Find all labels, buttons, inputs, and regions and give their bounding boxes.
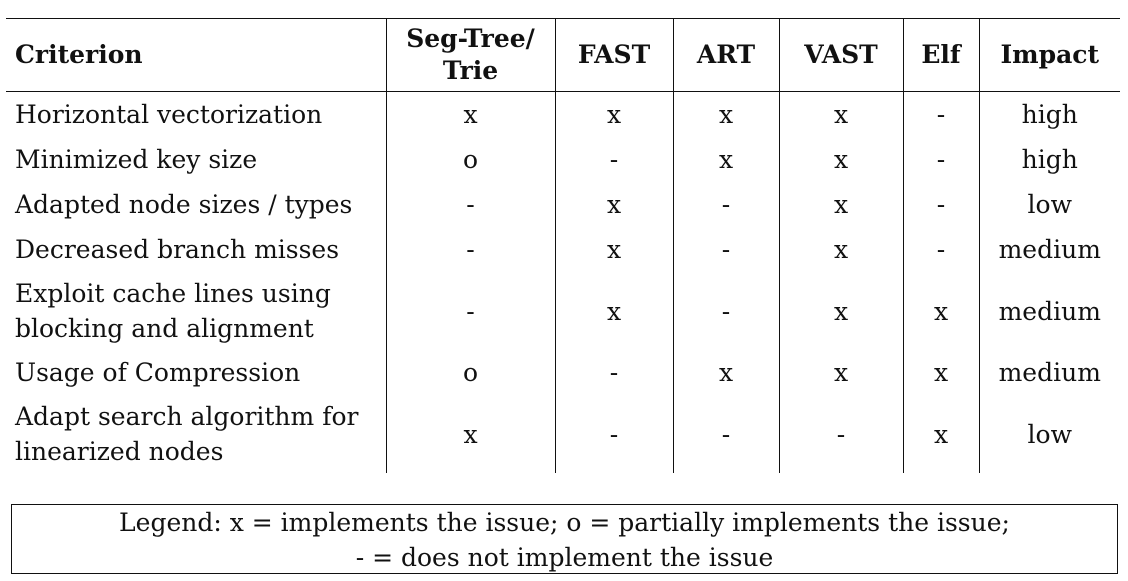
criterion-cell: Adapt search algorithm for linearized no… <box>6 395 386 473</box>
criterion-cell: Adapted node sizes / types <box>15 190 353 219</box>
cell-seg-tree: o <box>385 350 555 395</box>
cell-elf: - <box>902 227 979 272</box>
cell-fast: x <box>554 227 673 272</box>
criterion-cell: Horizontal vectorization <box>15 100 323 129</box>
header-fast: FAST <box>554 18 673 92</box>
cell-vast: x <box>778 272 903 350</box>
cell-fast: - <box>554 395 673 473</box>
cell-vast: x <box>778 227 903 272</box>
criterion-line: Exploit cache lines using <box>15 279 331 308</box>
cell-fast: x <box>554 91 673 137</box>
cell-vast: x <box>778 91 903 137</box>
header-seg-line1: Seg-Tree/ <box>406 24 535 53</box>
cell-vast: x <box>778 137 903 182</box>
criterion-cell: Exploit cache lines using blocking and a… <box>6 272 386 350</box>
header-art: ART <box>672 18 779 92</box>
table-row: Exploit cache lines using blocking and a… <box>6 272 1120 350</box>
cell-impact: high <box>978 137 1120 182</box>
cell-vast: x <box>778 182 903 227</box>
criterion-cell: Decreased branch misses <box>15 235 340 264</box>
header-impact: Impact <box>978 18 1120 92</box>
comparison-table: Criterion Seg-Tree/ Trie FAST ART VAST E… <box>6 18 1120 473</box>
cell-seg-tree: o <box>385 137 555 182</box>
cell-impact: medium <box>978 227 1120 272</box>
criterion-cell: Usage of Compression <box>15 358 301 387</box>
cell-seg-tree: x <box>385 395 555 473</box>
cell-art: x <box>672 91 779 137</box>
cell-seg-tree: - <box>385 182 555 227</box>
table-row: Adapted node sizes / types - x - x - low <box>6 182 1120 227</box>
table-row: Decreased branch misses - x - x - medium <box>6 227 1120 272</box>
cell-seg-tree: x <box>385 91 555 137</box>
cell-impact: medium <box>978 350 1120 395</box>
cell-art: x <box>672 350 779 395</box>
cell-impact: low <box>978 182 1120 227</box>
table-header: Criterion Seg-Tree/ Trie FAST ART VAST E… <box>6 18 1120 92</box>
cell-elf: x <box>902 272 979 350</box>
criterion-line: Adapt search algorithm for <box>15 402 359 431</box>
cell-elf: - <box>902 137 979 182</box>
cell-art: - <box>672 227 779 272</box>
legend-box: Legend: x = implements the issue; o = pa… <box>11 504 1118 574</box>
cell-seg-tree: - <box>385 227 555 272</box>
cell-fast: x <box>554 272 673 350</box>
cell-elf: - <box>902 91 979 137</box>
criterion-cell: Minimized key size <box>15 145 258 174</box>
cell-art: - <box>672 395 779 473</box>
header-seg-tree-trie: Seg-Tree/ Trie <box>385 18 555 92</box>
header-row: Criterion Seg-Tree/ Trie FAST ART VAST E… <box>6 18 1120 92</box>
criterion-line: blocking and alignment <box>15 314 314 343</box>
cell-seg-tree: - <box>385 272 555 350</box>
cell-fast: - <box>554 350 673 395</box>
cell-art: - <box>672 272 779 350</box>
cell-impact: high <box>978 91 1120 137</box>
table-row: Horizontal vectorization x x x x - high <box>6 91 1120 137</box>
cell-art: x <box>672 137 779 182</box>
header-elf: Elf <box>902 18 979 92</box>
table-row: Minimized key size o - x x - high <box>6 137 1120 182</box>
cell-fast: x <box>554 182 673 227</box>
header-criterion: Criterion <box>6 18 386 92</box>
legend-line: Legend: x = implements the issue; o = pa… <box>119 508 1010 537</box>
legend-line: - = does not implement the issue <box>355 543 774 572</box>
cell-art: - <box>672 182 779 227</box>
cell-vast: x <box>778 350 903 395</box>
table-row: Adapt search algorithm for linearized no… <box>6 395 1120 473</box>
cell-fast: - <box>554 137 673 182</box>
cell-impact: medium <box>978 272 1120 350</box>
cell-vast: - <box>778 395 903 473</box>
cell-impact: low <box>978 395 1120 473</box>
criterion-line: linearized nodes <box>15 437 224 466</box>
header-vast: VAST <box>778 18 903 92</box>
cell-elf: x <box>902 350 979 395</box>
table-body: Horizontal vectorization x x x x - high … <box>6 91 1120 473</box>
table-row: Usage of Compression o - x x x medium <box>6 350 1120 395</box>
header-seg-line2: Trie <box>442 56 499 85</box>
cell-elf: - <box>902 182 979 227</box>
cell-elf: x <box>902 395 979 473</box>
